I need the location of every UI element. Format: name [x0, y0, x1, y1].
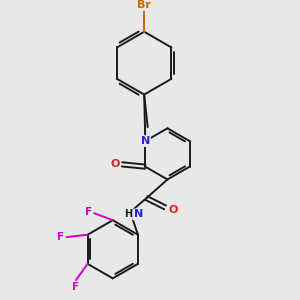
Text: O: O	[110, 159, 120, 170]
Text: F: F	[85, 207, 92, 217]
Text: Br: Br	[137, 0, 151, 10]
Text: F: F	[72, 282, 80, 292]
Text: O: O	[169, 205, 178, 215]
Text: N: N	[141, 136, 150, 146]
Text: N: N	[134, 209, 143, 219]
Text: H: H	[124, 209, 132, 219]
Text: F: F	[57, 232, 64, 242]
